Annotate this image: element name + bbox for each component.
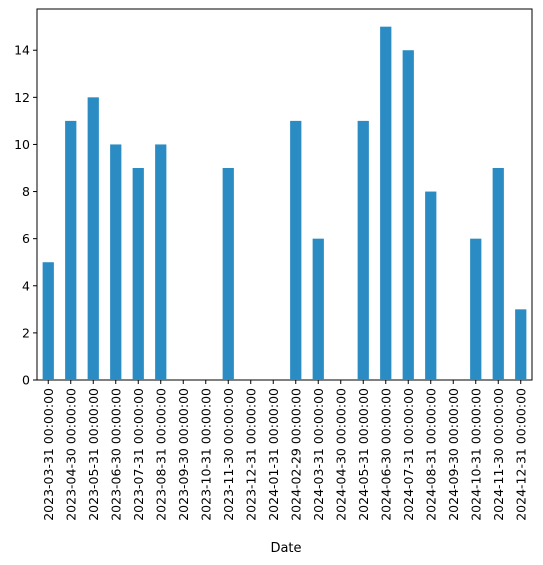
- bar-2023-06-30: [110, 144, 122, 380]
- x-tick-label: 2023-11-30 00:00:00: [221, 388, 236, 521]
- x-tick-label: 2024-01-31 00:00:00: [266, 388, 281, 521]
- bar-2023-07-31: [132, 168, 144, 380]
- bar-2024-05-31: [357, 120, 369, 380]
- plot-frame: [36, 8, 533, 381]
- bar-2024-10-31: [470, 238, 482, 380]
- x-tick-label: 2024-10-31 00:00:00: [468, 388, 483, 521]
- y-axis: 0 2 4 6 8 10 12 14: [14, 43, 37, 388]
- bars: [42, 26, 527, 381]
- bar-2024-03-31: [312, 238, 324, 380]
- x-tick-label: 2024-07-31 00:00:00: [401, 388, 416, 521]
- bar-2024-11-30: [492, 168, 504, 380]
- x-tick-label: 2023-12-31 00:00:00: [243, 388, 258, 521]
- x-tick-label: 2023-10-31 00:00:00: [198, 388, 213, 521]
- bar-2023-04-30: [65, 120, 77, 380]
- bar-2024-12-31: [515, 309, 527, 380]
- y-tick-label: 0: [22, 373, 30, 388]
- bar-2023-11-30: [222, 168, 234, 380]
- x-tick-label: 2023-04-30 00:00:00: [63, 388, 78, 521]
- x-tick-label: 2024-03-31 00:00:00: [311, 388, 326, 521]
- bar-2023-05-31: [87, 97, 99, 380]
- x-tick-label: 2024-04-30 00:00:00: [333, 388, 348, 521]
- x-axis: 2023-03-31 00:00:00 2023-04-30 00:00:00 20…: [41, 380, 528, 521]
- x-tick-label: 2023-05-31 00:00:00: [86, 388, 101, 521]
- bar-2024-06-30: [380, 26, 392, 381]
- y-tick-label: 6: [22, 231, 30, 246]
- bar-2024-07-31: [402, 50, 414, 380]
- y-tick-label: 2: [22, 325, 30, 340]
- bar-2024-02-29: [290, 120, 302, 380]
- x-tick-label: 2024-12-31 00:00:00: [513, 388, 528, 521]
- x-tick-label: 2023-03-31 00:00:00: [41, 388, 56, 521]
- x-tick-label: 2023-06-30 00:00:00: [108, 388, 123, 521]
- x-tick-label: 2024-09-30 00:00:00: [446, 388, 461, 521]
- bar-2024-08-31: [425, 191, 437, 380]
- bar-2023-03-31: [42, 262, 54, 380]
- x-tick-label: 2024-02-29 00:00:00: [288, 388, 303, 521]
- x-tick-label: 2024-11-30 00:00:00: [491, 388, 506, 521]
- y-tick-label: 8: [22, 184, 30, 199]
- x-tick-label: 2023-08-31 00:00:00: [153, 388, 168, 521]
- x-tick-label: 2023-07-31 00:00:00: [131, 388, 146, 521]
- x-tick-label: 2024-06-30 00:00:00: [378, 388, 393, 521]
- y-tick-label: 14: [14, 43, 30, 58]
- plot-area: [36, 8, 533, 381]
- bar-2023-08-31: [155, 144, 167, 380]
- x-tick-label: 2024-08-31 00:00:00: [423, 388, 438, 521]
- y-tick-label: 12: [14, 90, 30, 105]
- y-tick-label: 4: [22, 278, 30, 293]
- x-tick-label: 2024-05-31 00:00:00: [356, 388, 371, 521]
- y-tick-label: 10: [14, 137, 30, 152]
- x-tick-label: 2023-09-30 00:00:00: [176, 388, 191, 521]
- x-axis-title: Date: [270, 541, 301, 556]
